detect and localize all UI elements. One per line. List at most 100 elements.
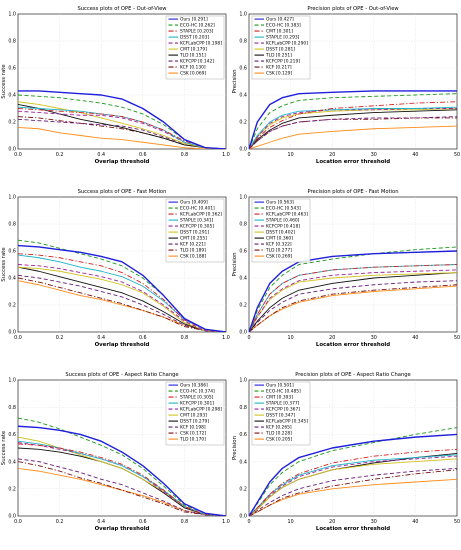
series-line-tld	[249, 109, 457, 149]
y-tick-label: 1.0	[8, 195, 16, 201]
legend-entry: STAPLE [0.293]	[266, 35, 300, 41]
legend-entry: TLD [0.251]	[265, 53, 292, 59]
y-tick-label: 0.2	[239, 120, 247, 126]
y-tick-label: 0.6	[8, 249, 16, 255]
series-line-cmt	[18, 266, 226, 332]
x-tick-label: 0.2	[56, 335, 64, 341]
y-tick-label: 1.0	[8, 378, 16, 384]
chart-legend: Ours [0.427]ECO-HC [0.383]CMT [0.301]STA…	[251, 15, 311, 80]
series-line-cmt	[18, 101, 226, 149]
x-axis-label: Overlap threshold	[95, 159, 150, 165]
x-tick-label: 0.6	[139, 519, 147, 525]
y-tick-label: 0.0	[239, 514, 247, 520]
x-tick-label: 0	[247, 519, 250, 525]
series-line-ours	[18, 244, 226, 332]
x-tick-label: 0.8	[181, 152, 189, 158]
x-tick-label: 10	[288, 519, 294, 525]
x-tick-label: 1.0	[222, 335, 230, 341]
series-line-ours	[249, 90, 457, 149]
x-axis-label: Overlap threshold	[95, 526, 150, 532]
y-tick-label: 0.6	[8, 66, 16, 72]
y-axis-label: Precision	[232, 69, 238, 93]
legend-entry: KCFLabCPP [0.298]	[180, 407, 222, 413]
legend-entry: KCFCPP [0.301]	[180, 401, 214, 407]
y-tick-label: 0.4	[8, 93, 16, 99]
legend-entry: Ours [0.291]	[180, 17, 208, 23]
x-tick-label: 0	[247, 335, 250, 341]
legend-entry: Ours [0.386]	[180, 383, 208, 389]
x-tick-label: 1.0	[222, 519, 230, 525]
y-tick-label: 0.6	[239, 66, 247, 72]
series-line-eco-hc	[249, 427, 457, 516]
y-tick-label: 0.8	[8, 222, 16, 228]
legend-entry: CMT [0.301]	[266, 29, 293, 35]
legend-entry: KCF [0.322]	[266, 242, 292, 248]
x-axis-label: Location error threshold	[316, 526, 390, 532]
x-tick-label: 0.2	[56, 519, 64, 525]
series-line-ours	[18, 425, 226, 516]
legend-entry: KCFLabCPP [0.362]	[180, 212, 222, 218]
legend-entry: KCF [0.265]	[266, 425, 292, 431]
x-tick-label: 0	[247, 152, 250, 158]
series-line-csk	[18, 461, 226, 516]
chart-panel-5: Precision plots of OPE - Aspect Ratio Ch…	[232, 372, 460, 532]
x-axis-label: Location error threshold	[316, 159, 390, 165]
chart-panel-2: Success plots of OPE - Fast Motion 0.0 0.2…	[1, 189, 230, 348]
y-tick-label: 1.0	[8, 12, 16, 18]
x-tick-label: 20	[329, 152, 335, 158]
series-line-kcf	[249, 467, 457, 516]
x-tick-label: 0.8	[181, 519, 189, 525]
legend-entry: ECO-HC [0.374]	[180, 389, 215, 395]
series-line-dsst	[18, 266, 226, 332]
legend-entry: KCFLabCPP [0.290]	[266, 41, 308, 47]
y-tick-label: 0.8	[8, 39, 16, 45]
x-tick-label: 0.0	[14, 335, 22, 341]
series-line-ours	[18, 90, 226, 149]
y-tick-label: 0.2	[239, 303, 247, 309]
x-tick-label: 0.4	[97, 152, 105, 158]
y-axis-label: Success rate	[1, 430, 7, 465]
legend-entry: KCF [0.221]	[180, 242, 206, 248]
series-line-staple	[249, 106, 457, 149]
legend-entry: DSST [0.279]	[180, 419, 209, 425]
x-tick-label: 0.0	[14, 519, 22, 525]
legend-entry: ECO-HC [0.383]	[266, 23, 301, 29]
y-tick-label: 0.2	[8, 120, 16, 126]
chart-title: Precision plots of OPE - Aspect Ratio Ch…	[295, 372, 411, 378]
chart-panel-4: Success plots of OPE - Aspect Ratio Chan…	[1, 372, 230, 532]
series-line-tld	[249, 469, 457, 516]
chart-legend: Ours [0.563]ECO-HC [0.543]KCFLabCPP [0.4…	[251, 198, 311, 263]
y-tick-label: 1.0	[239, 195, 247, 201]
x-tick-label: 40	[412, 335, 418, 341]
x-tick-label: 40	[412, 519, 418, 525]
y-tick-label: 0.0	[8, 514, 16, 520]
legend-entry: KCF [0.198]	[180, 425, 206, 431]
chart-legend: Ours [0.409]ECO-HC [0.401]KCFLabCPP [0.3…	[165, 198, 225, 263]
legend-entry: STAPLE [0.305]	[180, 395, 214, 401]
legend-entry: KCFCPP [0.142]	[180, 59, 214, 65]
legend-entry: STAPLE [0.460]	[266, 218, 300, 224]
chart-legend: Ours [0.291]ECO-HC [0.262]STAPLE [0.203]…	[165, 15, 225, 80]
legend-entry: KCFCPP [0.305]	[180, 224, 214, 230]
legend-entry: Ours [0.427]	[266, 17, 294, 23]
x-tick-label: 10	[288, 335, 294, 341]
series-line-kcf	[18, 458, 226, 516]
y-tick-label: 0.4	[239, 276, 247, 282]
y-axis-label: Precision	[232, 252, 238, 276]
y-tick-label: 0.0	[239, 330, 247, 336]
x-axis-label: Overlap threshold	[95, 342, 150, 348]
legend-entry: ECO-HC [0.485]	[266, 389, 301, 395]
chart-title: Precision plots of OPE - Fast Motion	[307, 189, 398, 195]
x-tick-label: 40	[412, 152, 418, 158]
legend-entry: Ours [0.563]	[266, 200, 294, 206]
chart-legend: Ours [0.386]ECO-HC [0.374]STAPLE [0.305]…	[165, 381, 225, 446]
series-line-tld	[18, 467, 226, 516]
legend-entry: DSST [0.402]	[266, 230, 295, 236]
x-tick-label: 50	[454, 335, 460, 341]
x-axis-label: Location error threshold	[316, 342, 390, 348]
legend-entry: Ours [0.409]	[180, 200, 208, 206]
y-tick-label: 0.4	[8, 276, 16, 282]
series-line-kcflabcpp	[18, 253, 226, 332]
x-tick-label: 0.2	[56, 152, 64, 158]
